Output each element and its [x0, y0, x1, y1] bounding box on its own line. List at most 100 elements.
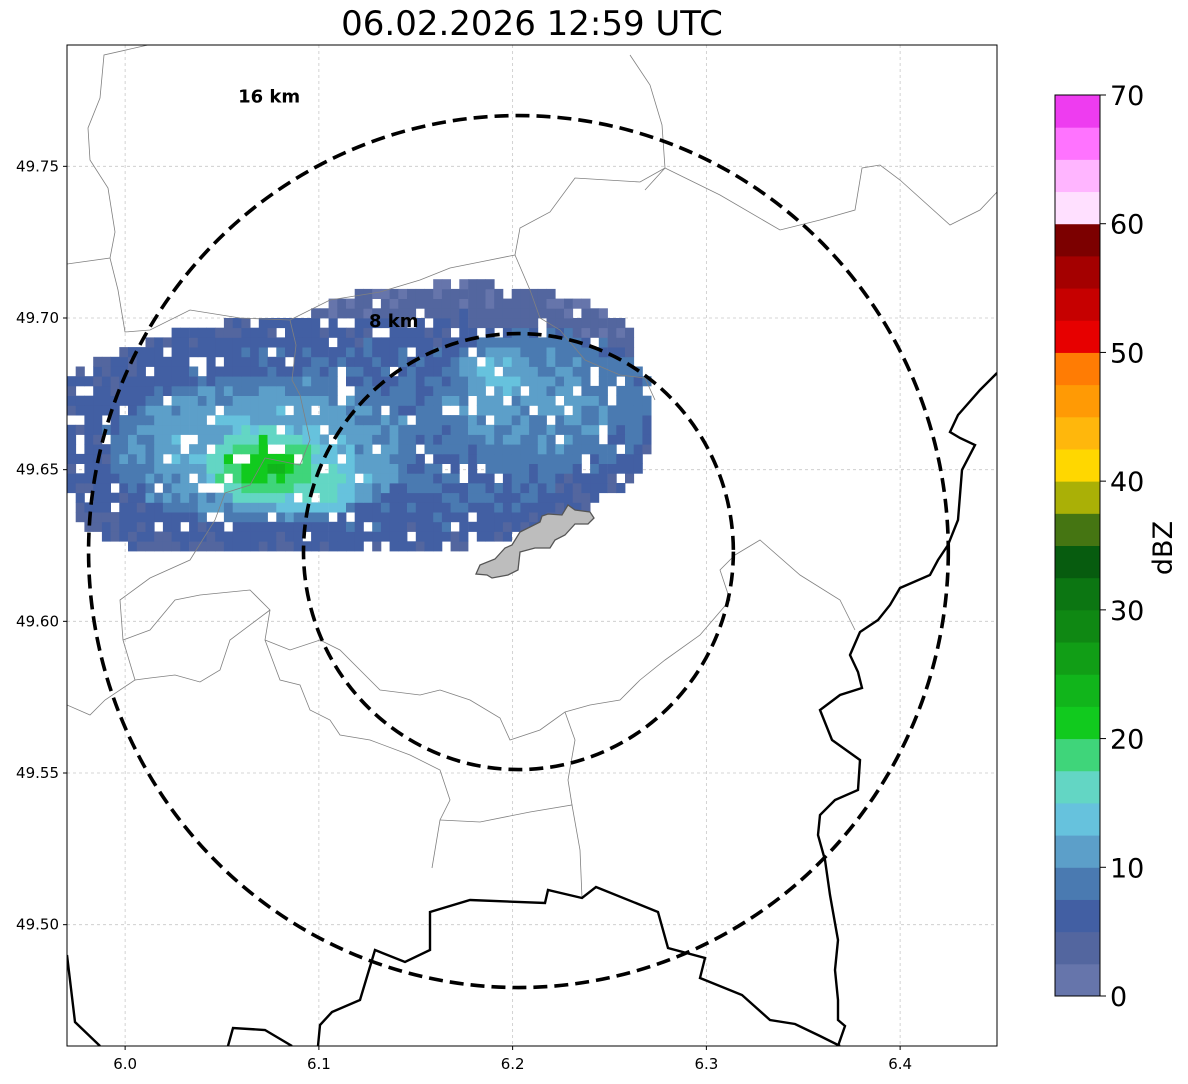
echo-pixel	[581, 376, 591, 387]
echo-pixel	[450, 473, 460, 484]
echo-pixel	[232, 376, 242, 387]
echo-pixel	[441, 483, 451, 494]
echo-pixel	[128, 366, 138, 377]
echo-pixel	[267, 492, 277, 503]
echo-pixel	[642, 444, 652, 455]
echo-pixel	[459, 502, 469, 513]
echo-pixel	[476, 298, 486, 309]
echo-pixel	[241, 463, 251, 474]
echo-pixel	[346, 298, 356, 309]
echo-pixel	[398, 424, 408, 435]
echo-pixel	[581, 415, 591, 426]
echo-pixel	[511, 473, 521, 484]
echo-pixel	[354, 405, 364, 416]
echo-pixel	[459, 405, 469, 416]
echo-pixel	[337, 473, 347, 484]
echo-pixel	[67, 483, 77, 494]
echo-pixel	[380, 385, 390, 396]
echo-pixel	[354, 376, 364, 387]
echo-pixel	[398, 541, 408, 552]
echo-pixel	[328, 405, 338, 416]
national-borders	[67, 372, 997, 1046]
echo-pixel	[128, 473, 138, 484]
echo-pixel	[328, 347, 338, 358]
colorbar-swatch	[1055, 931, 1100, 965]
echo-pixel	[424, 512, 434, 523]
echo-pixel	[67, 376, 77, 387]
echo-pixel	[389, 444, 399, 455]
echo-pixel	[598, 483, 608, 494]
echo-pixel	[197, 424, 207, 435]
echo-pixel	[250, 521, 260, 532]
echo-pixel	[197, 531, 207, 542]
echo-pixel	[380, 502, 390, 513]
echo-pixel	[433, 385, 443, 396]
echo-pixel	[311, 463, 321, 474]
echo-pixel	[346, 541, 356, 552]
echo-pixel	[232, 502, 242, 513]
echo-pixel	[267, 434, 277, 445]
echo-pixel	[424, 327, 434, 338]
echo-pixel	[319, 395, 329, 406]
echo-pixel	[215, 434, 225, 445]
echo-pixel	[415, 492, 425, 503]
echo-pixel	[241, 541, 251, 552]
echo-pixel	[162, 444, 172, 455]
echo-pixel	[616, 463, 626, 474]
echo-pixel	[572, 473, 582, 484]
echo-pixel	[162, 385, 172, 396]
echo-pixel	[110, 405, 120, 416]
echo-pixel	[311, 531, 321, 542]
echo-pixel	[293, 318, 303, 329]
echo-pixel	[476, 453, 486, 464]
echo-pixel	[511, 318, 521, 329]
echo-pixel	[459, 415, 469, 426]
echo-pixel	[459, 347, 469, 358]
echo-pixel	[328, 463, 338, 474]
echo-pixel	[154, 531, 164, 542]
echo-pixel	[529, 415, 539, 426]
echo-pixel	[537, 376, 547, 387]
echo-pixel	[337, 347, 347, 358]
echo-pixel	[389, 502, 399, 513]
colorbar-swatch	[1055, 577, 1100, 611]
echo-pixel	[546, 483, 556, 494]
colorbar-tick-label: 10	[1110, 853, 1144, 884]
echo-pixel	[171, 473, 181, 484]
echo-pixel	[232, 318, 242, 329]
echo-pixel	[250, 366, 260, 377]
echo-pixel	[319, 376, 329, 387]
echo-pixel	[581, 473, 591, 484]
echo-pixel	[319, 405, 329, 416]
echo-pixel	[407, 376, 417, 387]
echo-pixel	[468, 492, 478, 503]
echo-pixel	[398, 327, 408, 338]
echo-pixel	[572, 415, 582, 426]
echo-pixel	[380, 376, 390, 387]
echo-pixel	[415, 512, 425, 523]
echo-pixel	[250, 415, 260, 426]
echo-pixel	[502, 453, 512, 464]
echo-pixel	[67, 434, 77, 445]
echo-pixel	[67, 444, 77, 455]
echo-pixel	[468, 308, 478, 319]
echo-pixel	[433, 318, 443, 329]
echo-pixel	[241, 444, 251, 455]
echo-pixel	[485, 366, 495, 377]
echo-pixel	[258, 385, 268, 396]
echo-pixel	[302, 366, 312, 377]
echo-pixel	[424, 415, 434, 426]
echo-pixel	[319, 453, 329, 464]
echo-pixel	[354, 327, 364, 338]
echo-pixel	[598, 395, 608, 406]
echo-pixel	[319, 434, 329, 445]
echo-pixel	[101, 492, 111, 503]
echo-pixel	[502, 473, 512, 484]
echo-pixel	[241, 415, 251, 426]
echo-pixel	[302, 337, 312, 348]
echo-pixel	[502, 356, 512, 367]
echo-pixel	[546, 318, 556, 329]
echo-pixel	[171, 415, 181, 426]
echo-pixel	[267, 415, 277, 426]
